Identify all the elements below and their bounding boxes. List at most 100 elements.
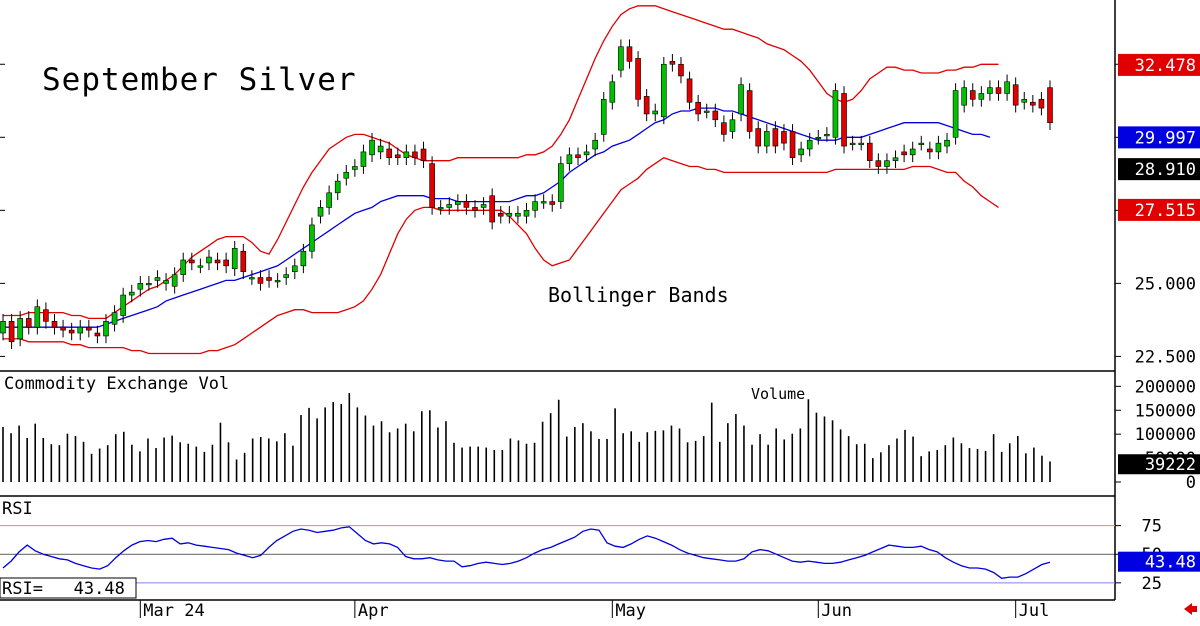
candle-up [909, 148, 916, 156]
candle-down [686, 78, 693, 103]
candle-up [1021, 99, 1028, 103]
candle-up [738, 84, 744, 115]
candle-down [755, 128, 762, 147]
candle-up [558, 163, 564, 202]
candle-up [763, 131, 770, 147]
candle-up [446, 204, 453, 208]
candle-up [858, 142, 864, 145]
rsi-line [2, 526, 1051, 579]
candle-down [386, 148, 392, 159]
candle-up [609, 81, 616, 103]
candle-down [266, 277, 272, 281]
candle-down [927, 148, 933, 153]
candle-down [497, 212, 504, 217]
candle-down [86, 326, 92, 331]
price-tick-label: 22.500 [1135, 347, 1196, 367]
rsi-panel-title: RSI [2, 499, 33, 519]
candle-down [60, 326, 66, 331]
volume-last-flag [1118, 454, 1200, 475]
candle-up [120, 294, 126, 316]
middle-band-flag [1118, 126, 1200, 149]
candle-down [1012, 84, 1019, 106]
candle-down [875, 160, 882, 167]
candle-down [489, 195, 495, 223]
candle-up [961, 87, 967, 106]
bollinger-bands [3, 5, 999, 355]
candle-up [729, 119, 736, 132]
last-flag-label: 28.910 [1135, 160, 1196, 180]
candle-up [369, 139, 375, 156]
candle-down [669, 61, 676, 65]
candle-up [360, 151, 367, 167]
candle-down [789, 131, 796, 159]
candle-down [214, 259, 221, 264]
candle-up [532, 201, 538, 211]
candle-up [343, 172, 350, 179]
candle-down [43, 309, 49, 322]
date-label: May [615, 601, 646, 621]
candle-up [334, 180, 341, 194]
candle-up [618, 46, 624, 71]
volume-annotation: Volume [751, 385, 805, 403]
volume-axis: 20000015000010000005000039222 [1115, 377, 1200, 493]
candle-up [34, 306, 41, 328]
candle-up [377, 145, 384, 153]
candle-down [257, 277, 264, 284]
candle-down [68, 329, 75, 334]
candle-up [180, 259, 187, 275]
candlesticks [0, 39, 1053, 350]
candle-up [652, 110, 659, 115]
lower-band-line [3, 156, 999, 355]
volume-tick-label: 0 [1186, 473, 1196, 493]
volume-tick-label: 200000 [1135, 377, 1196, 397]
candle-down [635, 58, 641, 100]
candle-up [935, 142, 942, 153]
price-axis: 22.500 25.000 [0, 63, 1196, 367]
value-flags: 32.478 29.997 28.910 27.515 [1118, 53, 1200, 221]
rsi-readout-box [0, 577, 137, 599]
candle-down [643, 96, 650, 115]
date-label: Jun [821, 601, 852, 621]
candle-up [849, 142, 856, 145]
candle-down [463, 201, 470, 208]
candle-down [721, 122, 727, 135]
candle-down [94, 332, 101, 337]
candle-down [472, 207, 478, 211]
scroll-left-arrow-icon[interactable] [1184, 603, 1197, 615]
middle-band-flag-label: 29.997 [1135, 128, 1196, 148]
candle-up [978, 93, 985, 100]
candle-down [772, 128, 779, 147]
candle-up [455, 201, 461, 205]
volume-tick-label: 150000 [1135, 401, 1196, 421]
candle-down [575, 154, 581, 159]
date-label: Jul [1019, 601, 1050, 621]
rsi-last-label: 43.48 [1145, 553, 1196, 573]
price-tick-label: 25.000 [1135, 274, 1196, 294]
candle-up [197, 265, 204, 268]
candle-up [944, 139, 950, 147]
bollinger-annotation: Bollinger Bands [548, 283, 729, 307]
candle-up [592, 139, 598, 150]
candle-down [841, 93, 847, 147]
candle-down [394, 154, 401, 159]
date-label: Mar 24 [143, 601, 204, 621]
candle-up [163, 280, 169, 284]
candle-down [712, 110, 719, 121]
candle-up [566, 154, 573, 164]
date-label: Apr [358, 601, 389, 621]
candle-down [412, 151, 418, 159]
candle-up [892, 157, 899, 161]
candle-up [600, 99, 607, 135]
candle-up [952, 90, 959, 138]
candle-up [884, 160, 890, 167]
candle-up [291, 265, 298, 272]
candle-down [1038, 99, 1045, 109]
candle-down [1047, 87, 1053, 123]
candle-up [283, 274, 290, 278]
candle-up [1004, 81, 1010, 94]
candle-up [703, 110, 710, 113]
rsi-plot [0, 525, 1115, 584]
rsi-tick-label: 25 [1142, 574, 1162, 594]
candle-down [678, 63, 684, 77]
